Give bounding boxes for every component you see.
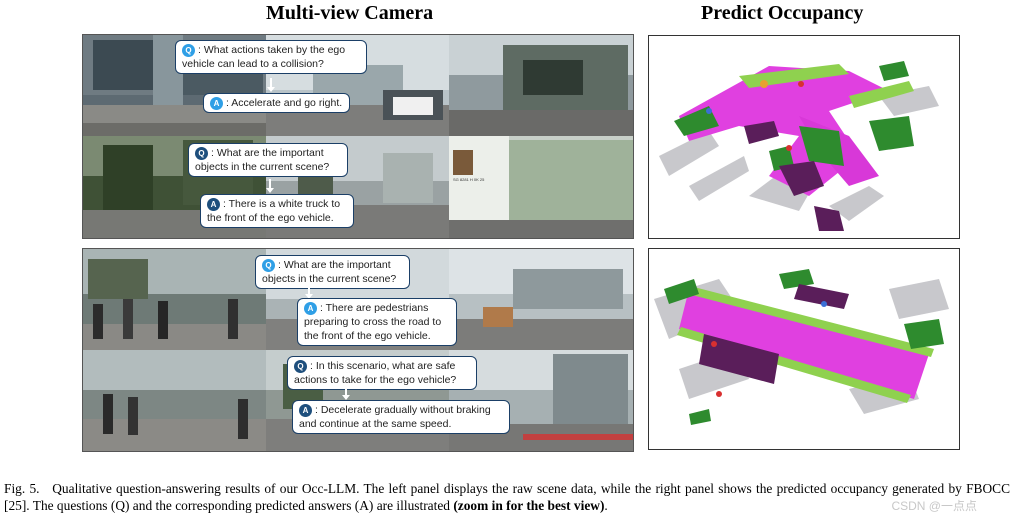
question-badge: Q — [262, 259, 275, 272]
arrow-icon — [342, 388, 350, 400]
answer-badge: A — [207, 198, 220, 211]
caption-end: . — [604, 498, 608, 513]
camera-panel-top: SG 8281 H 0K 25 Q: What actions taken by… — [82, 34, 634, 239]
answer-bubble-bottom-1: A: There are pedestrians preparing to cr… — [297, 298, 457, 346]
occupancy-map-top — [659, 61, 939, 231]
question-text: : In this scenario, what are safe action… — [294, 360, 457, 386]
question-text: : What are the important objects in the … — [262, 259, 397, 285]
watermark: CSDN @一点点 — [891, 499, 977, 513]
answer-badge: A — [304, 302, 317, 315]
arrow-icon — [267, 78, 275, 92]
occupancy-map-bottom — [654, 269, 949, 425]
occupancy-panel-top — [648, 35, 960, 239]
question-badge: Q — [182, 44, 195, 57]
arrow-icon — [266, 179, 274, 193]
answer-text: : Accelerate and go right. — [226, 97, 343, 109]
answer-bubble-bottom-2: A: Decelerate gradually without braking … — [292, 400, 510, 434]
answer-text: : There is a white truck to the front of… — [207, 198, 341, 224]
answer-badge: A — [299, 404, 312, 417]
caption-body: Qualitative question-answering results o… — [4, 481, 1010, 513]
question-bubble-top-2: Q: What are the important objects in the… — [188, 143, 348, 177]
question-bubble-bottom-1: Q: What are the important objects in the… — [255, 255, 410, 289]
caption-bold: (zoom in for the best view) — [453, 498, 605, 513]
question-text: : What actions taken by the ego vehicle … — [182, 44, 346, 70]
occupancy-panel-bottom — [648, 248, 960, 450]
predict-occupancy-heading: Predict Occupancy — [701, 2, 864, 24]
truck-plate-text: SG 8281 H 0K 25 — [453, 177, 485, 182]
figure-caption: Fig. 5. Qualitative question-answering r… — [4, 480, 1010, 514]
answer-bubble-top-2: A: There is a white truck to the front o… — [200, 194, 354, 228]
question-bubble-top-1: Q: What actions taken by the ego vehicle… — [175, 40, 367, 74]
answer-text: : There are pedestrians preparing to cro… — [304, 302, 442, 342]
arrow-icon — [305, 287, 313, 299]
answer-badge: A — [210, 97, 223, 110]
camera-panel-bottom: Q: What are the important objects in the… — [82, 248, 634, 452]
question-bubble-bottom-2: Q: In this scenario, what are safe actio… — [287, 356, 477, 390]
question-badge: Q — [195, 147, 208, 160]
question-text: : What are the important objects in the … — [195, 147, 330, 173]
multi-view-camera-heading: Multi-view Camera — [266, 2, 434, 24]
answer-text: : Decelerate gradually without braking a… — [299, 404, 491, 430]
question-badge: Q — [294, 360, 307, 373]
answer-bubble-top-1: A: Accelerate and go right. — [203, 93, 351, 113]
figure-label: Fig. 5. — [4, 481, 40, 496]
